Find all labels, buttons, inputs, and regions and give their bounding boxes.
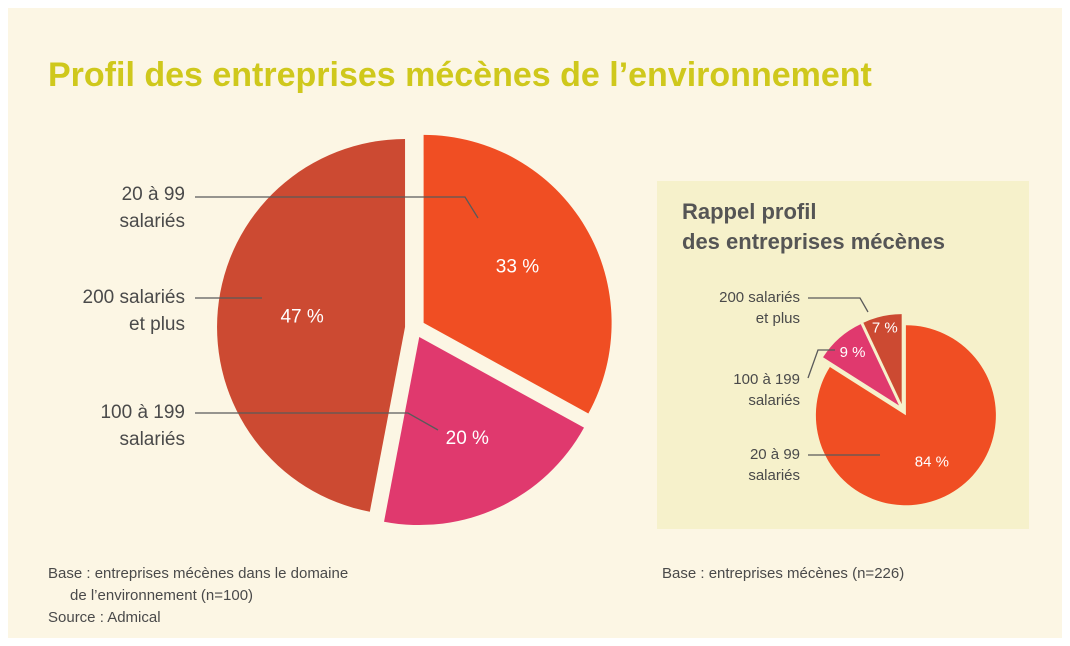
base-note: de l’environnement (n=100)	[70, 587, 253, 604]
slice-value-label: 47 %	[280, 306, 323, 327]
pie-slice	[823, 324, 900, 406]
source-note: Source : Admical	[48, 609, 161, 626]
base-note: Base : entreprises mécènes dans le domai…	[48, 565, 348, 582]
category-label: 100 à 199	[733, 371, 800, 388]
category-label: et plus	[756, 310, 800, 327]
base-note: Base : entreprises mécènes (n=226)	[662, 565, 904, 582]
category-label: et plus	[129, 314, 185, 335]
category-label: salariés	[120, 211, 185, 232]
pie-slice	[863, 314, 902, 405]
pie-slice	[815, 325, 996, 506]
slice-value-label: 20 %	[446, 428, 489, 449]
leader-line	[808, 297, 869, 313]
category-label: salariés	[748, 467, 800, 484]
category-label: 200 salariés	[719, 289, 800, 306]
main-title: Profil des entreprises mécènes de l’envi…	[48, 56, 872, 94]
chart-title: Rappel profil	[682, 199, 816, 224]
slice-value-label: 9 %	[840, 344, 866, 361]
category-label: salariés	[120, 429, 185, 450]
leader-line	[807, 349, 835, 379]
leader-line	[195, 412, 439, 431]
pie-slice	[384, 337, 585, 526]
chart-title: des entreprises mécènes	[682, 229, 945, 254]
pie-slice	[423, 134, 612, 414]
category-label: 100 à 199	[100, 402, 185, 423]
category-label: 20 à 99	[122, 184, 185, 205]
category-label: 20 à 99	[750, 446, 800, 463]
slice-value-label: 33 %	[496, 256, 539, 277]
leader-line	[195, 196, 479, 219]
slice-value-label: 7 %	[872, 320, 898, 337]
category-label: 200 salariés	[83, 287, 185, 308]
slice-value-label: 84 %	[915, 454, 949, 471]
category-label: salariés	[748, 392, 800, 409]
pie-slice	[217, 139, 406, 512]
